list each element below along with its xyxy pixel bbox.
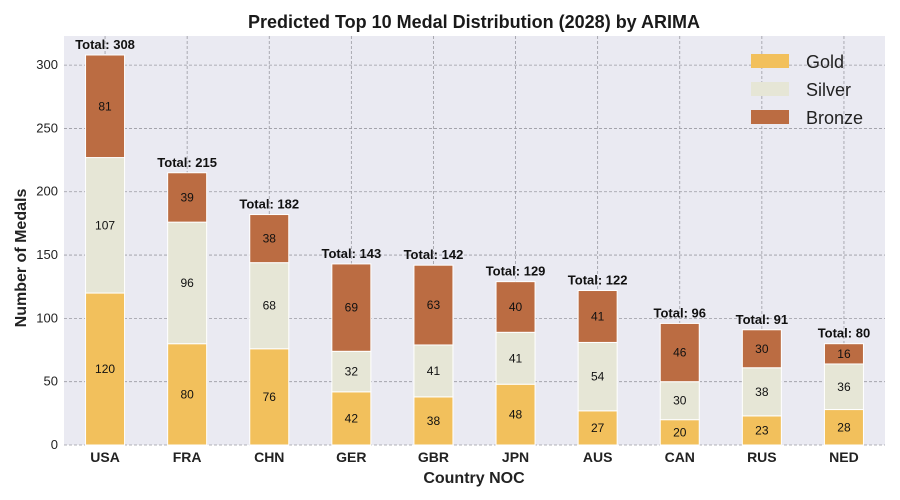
x-tick-label: AUS bbox=[583, 449, 613, 465]
bar-segment-bronze bbox=[249, 214, 290, 264]
x-tick-label: JPN bbox=[502, 449, 529, 465]
y-tick-label: 0 bbox=[51, 437, 58, 452]
total-label: Total: 96 bbox=[654, 305, 707, 320]
bar-segment-gold bbox=[249, 348, 290, 446]
segment-value-label: 27 bbox=[591, 421, 605, 435]
segment-value-label: 68 bbox=[263, 299, 277, 313]
segment-value-label: 23 bbox=[755, 423, 769, 437]
segment-value-label: 46 bbox=[673, 346, 687, 360]
segment-value-label: 38 bbox=[755, 385, 769, 399]
total-label: Total: 122 bbox=[568, 273, 628, 288]
bar-segment-silver bbox=[577, 341, 618, 412]
y-tick-label: 300 bbox=[36, 57, 58, 72]
bar-segment-silver bbox=[85, 157, 126, 294]
segment-value-label: 54 bbox=[591, 370, 605, 384]
total-label: Total: 215 bbox=[157, 155, 217, 170]
segment-value-label: 28 bbox=[837, 420, 851, 434]
chart-title: Predicted Top 10 Medal Distribution (202… bbox=[248, 12, 700, 32]
legend-swatch-silver bbox=[751, 82, 789, 96]
legend: Gold Silver Bronze bbox=[751, 52, 863, 128]
total-label: Total: 182 bbox=[239, 197, 299, 212]
segment-value-label: 30 bbox=[673, 394, 687, 408]
bar-segment-bronze bbox=[741, 329, 782, 369]
segment-value-label: 36 bbox=[837, 380, 851, 394]
x-tick-label: FRA bbox=[173, 449, 202, 465]
x-axis-label: Country NOC bbox=[423, 470, 525, 487]
total-label: Total: 308 bbox=[75, 37, 135, 52]
segment-value-label: 20 bbox=[673, 425, 687, 439]
bar-segment-silver bbox=[331, 350, 372, 393]
bar-segment-bronze bbox=[167, 172, 208, 223]
x-tick-label: RUS bbox=[747, 449, 777, 465]
bar-segment-gold bbox=[823, 409, 864, 446]
legend-swatch-bronze bbox=[751, 110, 789, 124]
x-tick-label: GER bbox=[336, 449, 366, 465]
bar-segment-bronze bbox=[495, 281, 536, 333]
segment-value-label: 41 bbox=[509, 351, 523, 365]
legend-label: Bronze bbox=[806, 108, 863, 128]
segment-value-label: 30 bbox=[755, 342, 769, 356]
y-axis-label: Number of Medals bbox=[13, 189, 30, 328]
segment-value-label: 63 bbox=[427, 298, 441, 312]
bar-segment-gold bbox=[85, 292, 126, 446]
y-tick-label: 200 bbox=[36, 184, 58, 199]
x-tick-label: NED bbox=[829, 449, 859, 465]
x-tick-label: GBR bbox=[418, 449, 449, 465]
segment-value-label: 41 bbox=[591, 309, 605, 323]
segment-value-label: 69 bbox=[345, 301, 359, 315]
bar-segment-silver bbox=[741, 367, 782, 417]
total-label: Total: 142 bbox=[404, 247, 464, 262]
total-label: Total: 143 bbox=[321, 246, 381, 261]
bar-segment-gold bbox=[495, 383, 536, 446]
bar-segment-gold bbox=[577, 410, 618, 446]
x-tick-label: CHN bbox=[254, 449, 284, 465]
segment-value-label: 80 bbox=[180, 387, 194, 401]
segment-value-label: 42 bbox=[345, 411, 359, 425]
segment-value-label: 41 bbox=[427, 364, 441, 378]
total-label: Total: 129 bbox=[486, 264, 546, 279]
segment-value-label: 96 bbox=[180, 276, 194, 290]
bar-segment-bronze bbox=[577, 290, 618, 343]
bar-segment-bronze bbox=[413, 264, 454, 346]
legend-swatch-gold bbox=[751, 54, 789, 68]
segment-value-label: 39 bbox=[180, 190, 194, 204]
bar-segment-silver bbox=[167, 221, 208, 345]
segment-value-label: 107 bbox=[95, 218, 115, 232]
segment-value-label: 81 bbox=[98, 99, 112, 113]
bar-segment-bronze bbox=[659, 322, 700, 383]
bar-segment-gold bbox=[331, 391, 372, 446]
total-label: Total: 91 bbox=[736, 312, 789, 327]
bar-segment-silver bbox=[823, 363, 864, 411]
y-tick-label: 250 bbox=[36, 120, 58, 135]
segment-value-label: 76 bbox=[263, 390, 277, 404]
x-tick-label: USA bbox=[90, 449, 120, 465]
segment-value-label: 48 bbox=[509, 408, 523, 422]
bar-segment-gold bbox=[741, 415, 782, 446]
bar-segment-gold bbox=[167, 343, 208, 446]
bar-segment-bronze bbox=[85, 54, 126, 159]
y-tick-label: 50 bbox=[44, 374, 58, 389]
segment-value-label: 32 bbox=[345, 365, 359, 379]
segment-value-label: 16 bbox=[837, 347, 851, 361]
x-axis-ticks: USA FRA CHN GER GBR JPN AUS CAN RUS NED bbox=[90, 449, 858, 465]
segment-value-label: 38 bbox=[263, 232, 277, 246]
segment-value-label: 38 bbox=[427, 414, 441, 428]
bar-segment-bronze bbox=[823, 343, 864, 365]
y-tick-label: 100 bbox=[36, 310, 58, 325]
segment-value-label: 40 bbox=[509, 300, 523, 314]
bar-segment-bronze bbox=[331, 263, 372, 352]
bar-segment-silver bbox=[413, 344, 454, 398]
y-axis-ticks: 0 50 100 150 200 250 300 bbox=[36, 57, 58, 452]
segment-value-label: 120 bbox=[95, 362, 115, 376]
bars: 120 107 81 Total: 308 80 96 39 Total: 215 76 68 38… bbox=[75, 37, 871, 446]
total-label: Total: 80 bbox=[818, 326, 871, 341]
x-tick-label: CAN bbox=[665, 449, 695, 465]
y-tick-label: 150 bbox=[36, 247, 58, 262]
legend-label: Gold bbox=[806, 52, 844, 72]
legend-label: Silver bbox=[806, 80, 851, 100]
